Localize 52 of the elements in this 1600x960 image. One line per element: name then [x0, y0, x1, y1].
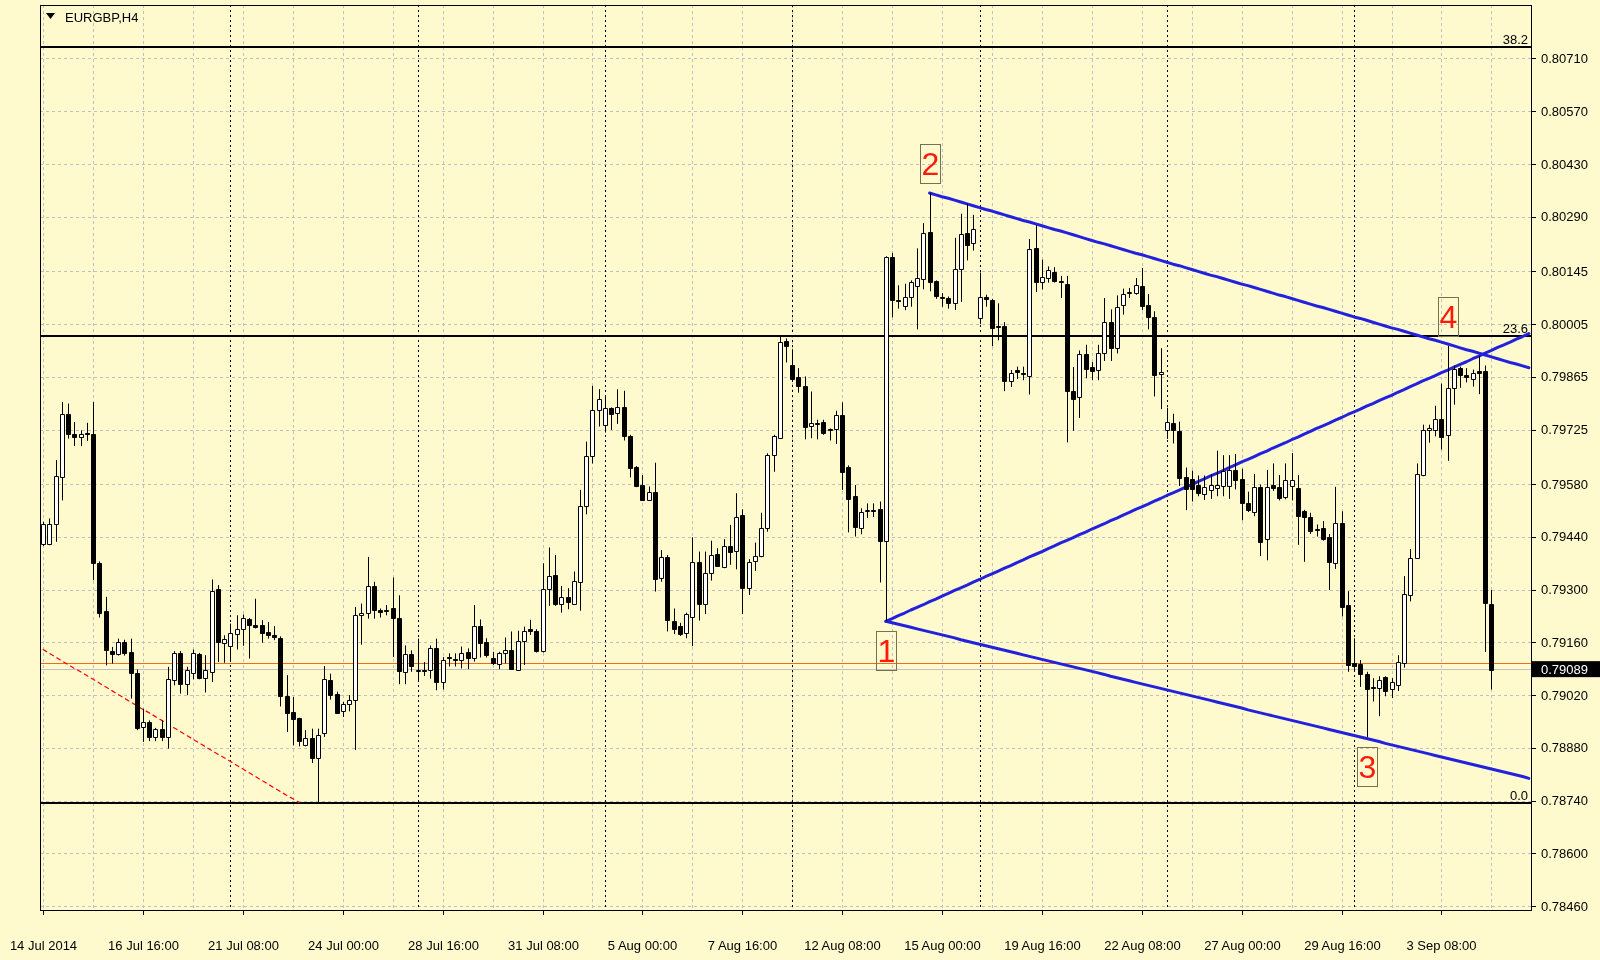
annotation: 0.0 — [1509, 787, 1528, 803]
y-tick-label: 0.78600 — [1541, 845, 1588, 861]
candlestick — [1015, 366, 1020, 380]
candlestick — [1290, 452, 1295, 501]
annotation: 38.2 — [1502, 32, 1528, 48]
x-tick-label: 21 Jul 08:00 — [208, 938, 279, 953]
candlestick — [1009, 369, 1014, 388]
y-tick-label: 0.78880 — [1541, 740, 1588, 756]
x-tick-label: 19 Aug 16:00 — [1004, 938, 1081, 953]
x-tick-label: 29 Aug 16:00 — [1304, 938, 1381, 953]
candlestick — [747, 558, 752, 596]
x-tick-label: 7 Aug 16:00 — [707, 938, 778, 953]
y-tick-label: 0.79580 — [1541, 476, 1588, 492]
x-tick-label: 31 Jul 08:00 — [508, 938, 579, 953]
x-tick-label: 24 Jul 00:00 — [308, 938, 379, 953]
line-series — [42, 648, 300, 804]
y-tick-label: 0.80145 — [1541, 263, 1588, 279]
candlestick — [1127, 287, 1132, 299]
y-tick-label: 0.80710 — [1541, 51, 1588, 67]
x-tick-label: 12 Aug 08:00 — [804, 938, 881, 953]
candlestick — [278, 635, 283, 707]
candlestick — [1177, 421, 1182, 487]
ref-line-label: 0.79089 — [1541, 661, 1588, 677]
x-tick-label: 27 Aug 00:00 — [1204, 938, 1281, 953]
chart-title: EURGBP,H4 — [65, 9, 139, 25]
y-tick-label: 0.79865 — [1541, 369, 1588, 385]
candlestick — [104, 596, 109, 666]
y-tick-label: 0.79160 — [1541, 634, 1588, 650]
x-tick-label: 16 Jul 16:00 — [108, 938, 179, 953]
x-tick-label: 15 Aug 00:00 — [904, 938, 981, 953]
y-tick-label: 0.79020 — [1541, 687, 1588, 703]
y-tick-label: 0.78460 — [1541, 898, 1588, 914]
y-tick-label: 0.78740 — [1541, 793, 1588, 809]
x-tick-label: 22 Aug 08:00 — [1104, 938, 1181, 953]
y-tick-label: 0.80430 — [1541, 156, 1588, 172]
y-tick-label: 0.79725 — [1541, 422, 1588, 438]
candlestick — [1159, 347, 1164, 410]
x-tick-label: 5 Aug 00:00 — [607, 938, 678, 953]
candlestick — [1121, 288, 1126, 316]
y-tick-label: 0.80290 — [1541, 209, 1588, 225]
y-tick-label: 0.80005 — [1541, 316, 1588, 332]
y-tick-label: 0.80570 — [1541, 103, 1588, 119]
y-tick-label: 0.79300 — [1541, 582, 1588, 598]
x-tick-label: 28 Jul 16:00 — [408, 938, 479, 953]
candlestick — [441, 656, 446, 690]
candlestick — [1489, 589, 1494, 690]
annotation: 23.6 — [1502, 320, 1528, 336]
y-tick-label: 0.79440 — [1541, 529, 1588, 545]
x-tick-label: 14 Jul 2014 — [9, 938, 78, 953]
candlestick — [447, 652, 452, 668]
candlestick — [1059, 275, 1064, 299]
x-tick-label: 3 Sep 08:00 — [1406, 938, 1477, 953]
